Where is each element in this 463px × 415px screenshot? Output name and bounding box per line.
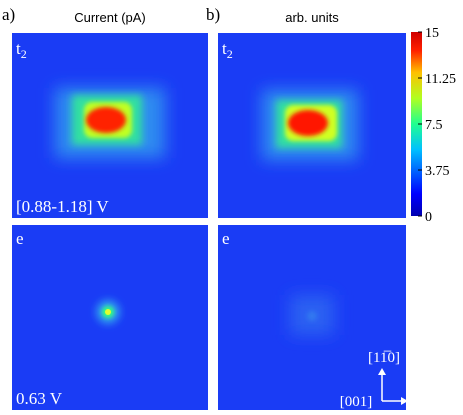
map-image — [12, 33, 208, 218]
bias-label: [0.88-1.18] V — [16, 197, 109, 216]
colorbar-tick-label: 11.25 — [425, 72, 456, 87]
direction-arrows — [378, 368, 408, 405]
state-label: e — [16, 229, 24, 248]
colorbar-tick-label: 7.5 — [425, 118, 443, 133]
panel-title: Current (pA) — [74, 10, 146, 25]
map-image — [218, 33, 406, 218]
bias-label: 0.63 V — [16, 389, 63, 408]
state-label: e — [222, 229, 230, 248]
colorbar-tick-label: 3.75 — [425, 164, 450, 179]
direction-label: [11̅0] — [368, 350, 400, 366]
panel-label: a) — [2, 5, 15, 24]
panel-label: b) — [206, 5, 220, 24]
direction-label: [001] — [340, 394, 373, 410]
colorbar — [411, 32, 422, 216]
colorbar-tick-label: 15 — [425, 26, 439, 41]
state-label: t2 — [16, 39, 27, 61]
state-label: t2 — [222, 39, 233, 61]
map-image — [218, 225, 406, 410]
panel-title: arb. units — [285, 10, 339, 25]
colorbar-tick-label: 0 — [425, 210, 432, 225]
map-image — [12, 225, 208, 410]
